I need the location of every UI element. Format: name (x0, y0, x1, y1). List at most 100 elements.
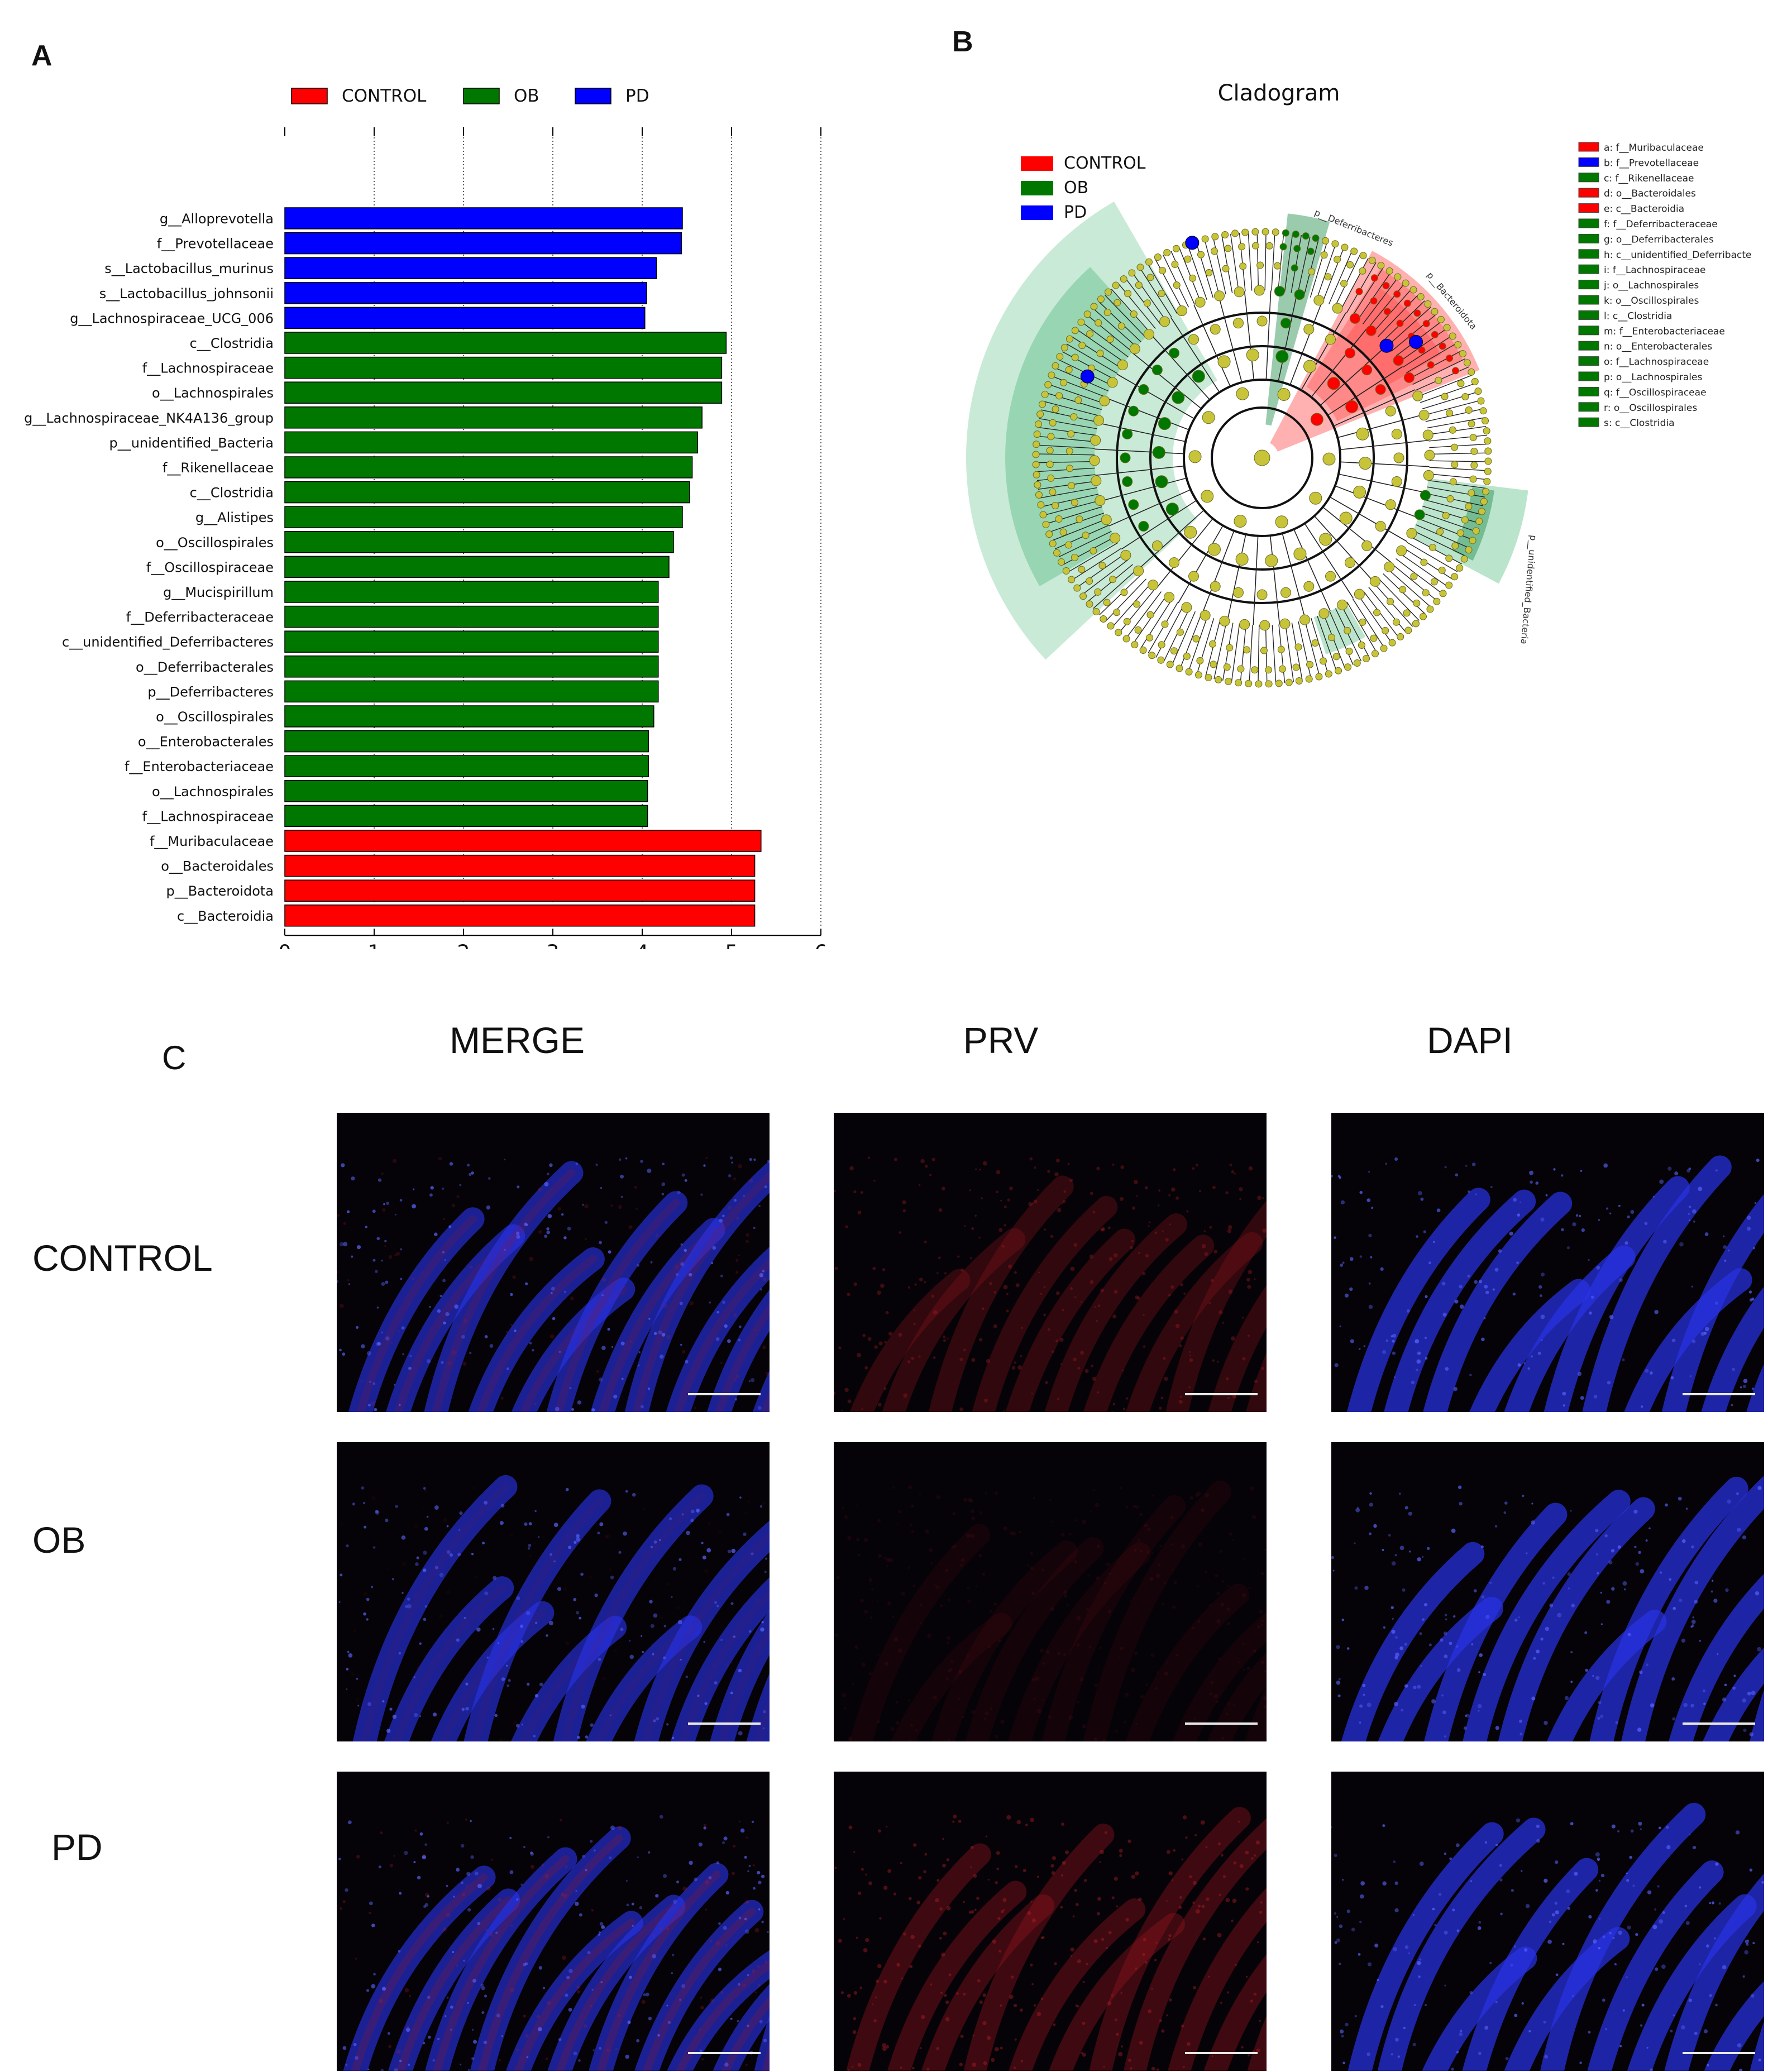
cell-nucleus (1540, 1294, 1542, 1297)
cell-nucleus (1517, 1213, 1521, 1217)
cell-nucleus (1198, 1542, 1203, 1547)
tissue-signal (963, 1824, 1115, 2071)
tree-node (1047, 474, 1055, 482)
cell-nucleus (366, 1989, 370, 1992)
tree-node (1363, 654, 1370, 662)
cell-nucleus (1602, 1998, 1605, 2002)
cell-nucleus (1332, 1951, 1336, 1955)
cell-nucleus (1143, 1314, 1145, 1316)
cell-nucleus (959, 2063, 963, 2066)
tree-node (1422, 589, 1430, 597)
cell-nucleus (442, 1251, 445, 1253)
tree-branch (1427, 417, 1485, 429)
tree-branch (1119, 587, 1157, 634)
micrograph-pd-merge (337, 1772, 770, 2071)
cell-nucleus (486, 1205, 491, 1210)
tree-node (1375, 384, 1386, 395)
cell-nucleus (714, 1601, 718, 1604)
cell-nucleus (1468, 1190, 1470, 1193)
tree-branch (1095, 448, 1184, 454)
cell-nucleus (1593, 1394, 1598, 1399)
tissue-signal (1126, 1232, 1263, 1412)
cell-nucleus (1227, 1396, 1230, 1400)
tissue-villus (1589, 1476, 1748, 1741)
cell-nucleus (987, 1879, 990, 1881)
cell-nucleus (1579, 2061, 1582, 2064)
cell-nucleus (446, 1550, 451, 1554)
cell-nucleus (1555, 1582, 1557, 1585)
cell-nucleus (337, 1214, 340, 1217)
cell-nucleus (977, 1979, 981, 1983)
cell-nucleus (413, 1712, 418, 1717)
cell-nucleus (1339, 1325, 1341, 1328)
cell-nucleus (1531, 2013, 1532, 2015)
cell-nucleus (877, 1653, 880, 1656)
cell-nucleus (1740, 1386, 1742, 1389)
tree-node (1428, 543, 1436, 551)
cell-nucleus (744, 1855, 747, 1859)
cell-nucleus (1241, 1593, 1246, 1597)
cell-nucleus (865, 1938, 869, 1942)
cell-nucleus (1003, 1527, 1007, 1531)
cell-nucleus (1216, 1700, 1219, 1703)
cell-nucleus (489, 1344, 494, 1348)
cell-nucleus (1346, 1910, 1350, 1913)
tree-node (1387, 598, 1394, 606)
cell-nucleus (1227, 1991, 1230, 1994)
key-entry: f: f__Deferribacteraceae (1604, 219, 1718, 230)
tree-node (1225, 677, 1232, 685)
tree-node (1049, 540, 1057, 548)
cell-nucleus (626, 1903, 629, 1907)
cell-nucleus (1213, 1694, 1219, 1698)
cell-nucleus (1471, 1643, 1474, 1645)
tree-branch (1072, 548, 1122, 581)
tree-node (1138, 384, 1149, 395)
tree-node (1372, 650, 1379, 658)
tree-node (1373, 609, 1381, 616)
cell-nucleus (1731, 1592, 1733, 1595)
cell-nucleus (1002, 1245, 1005, 1248)
cell-nucleus (1089, 1254, 1094, 1259)
cell-nucleus (465, 1707, 469, 1711)
cell-nucleus (1573, 2052, 1577, 2056)
cell-nucleus (1163, 1357, 1166, 1360)
cell-nucleus (1689, 1375, 1692, 1377)
cell-nucleus (856, 1936, 858, 1939)
cell-nucleus (452, 1951, 455, 1954)
tree-branch (1409, 536, 1462, 564)
scale-bar (1185, 1393, 1258, 1395)
cell-nucleus (469, 1351, 472, 1355)
cell-nucleus (761, 1874, 765, 1878)
cell-nucleus (1746, 1942, 1749, 1946)
cell-nucleus (1622, 1358, 1625, 1362)
cell-nucleus (1441, 1694, 1444, 1697)
cell-nucleus (737, 2020, 739, 2022)
cell-nucleus (620, 1195, 623, 1198)
cell-nucleus (1608, 1560, 1613, 1564)
scale-bar (1185, 1722, 1258, 1725)
cell-nucleus (1394, 1157, 1398, 1161)
cell-nucleus (893, 1157, 897, 1161)
cell-nucleus (1112, 1314, 1117, 1319)
cell-nucleus (675, 1265, 679, 1269)
cell-nucleus (1750, 1994, 1755, 1998)
cell-nucleus (625, 2055, 629, 2059)
tissue-villus (706, 1289, 770, 1412)
cell-nucleus (1741, 1991, 1743, 1993)
cell-nucleus (1335, 1594, 1337, 1596)
cell-nucleus (1561, 2005, 1564, 2008)
cell-nucleus (1607, 1385, 1609, 1387)
cell-nucleus (847, 1293, 850, 1296)
cell-nucleus (868, 1881, 872, 1886)
cell-nucleus (918, 1355, 921, 1358)
cell-nucleus (1216, 1619, 1221, 1624)
tree-node (1435, 376, 1442, 384)
cell-nucleus (903, 1393, 908, 1398)
tree-node (1046, 461, 1054, 468)
cell-nucleus (1735, 1830, 1740, 1835)
tree-node (1475, 518, 1483, 525)
cell-nucleus (1504, 1501, 1508, 1505)
cell-nucleus (594, 1849, 596, 1852)
cell-nucleus (871, 1599, 873, 1602)
cell-nucleus (1520, 1284, 1525, 1288)
